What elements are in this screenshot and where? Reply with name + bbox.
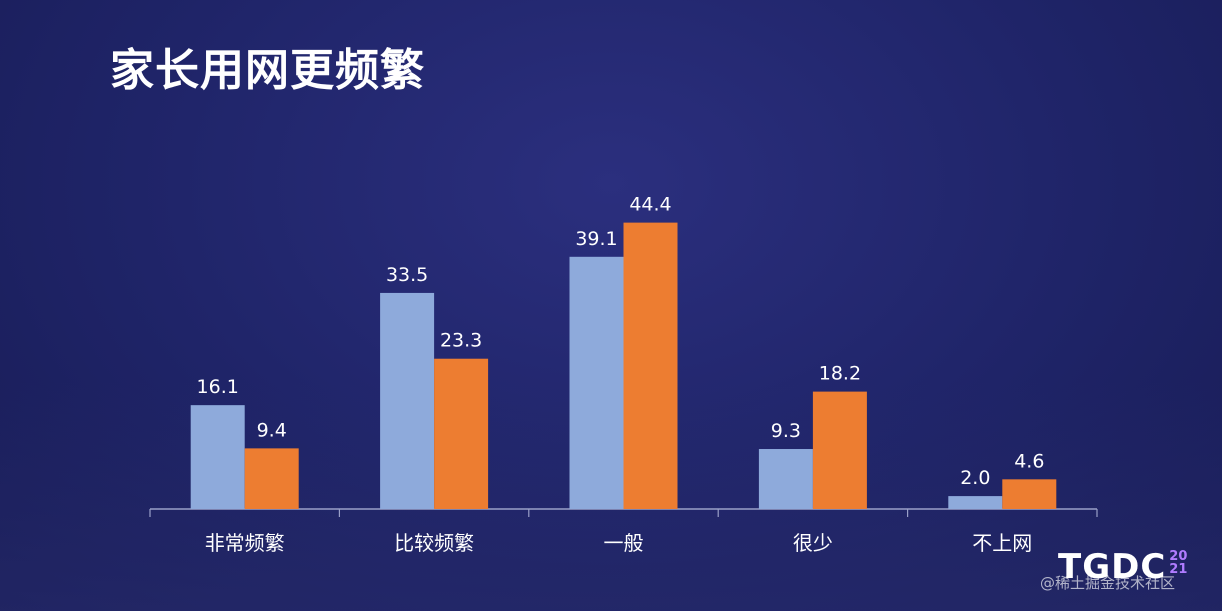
data-label-series2-1: 9.4 <box>257 419 287 441</box>
bar-series2-3 <box>623 222 678 509</box>
logo-year-top: 20 <box>1169 549 1188 564</box>
category-label-5: 不上网 <box>972 531 1032 555</box>
logo-year-bottom: 21 <box>1169 562 1188 577</box>
bar-series2-2 <box>434 358 489 509</box>
bar-series1-2 <box>380 292 435 509</box>
slide-title: 家长用网更频繁 <box>110 45 425 96</box>
data-label-series2-4: 18.2 <box>819 363 861 385</box>
bar-series2-4 <box>812 391 867 509</box>
watermark: @稀土掘金技术社区 <box>1040 574 1176 592</box>
data-label-series2-2: 23.3 <box>440 330 482 352</box>
tgdc-logo: TGDC 20 21 <box>1058 550 1187 584</box>
bar-series1-1 <box>190 405 245 509</box>
data-label-series2-3: 44.4 <box>629 194 671 216</box>
data-label-series1-1: 16.1 <box>197 376 239 398</box>
bar-series1-4 <box>758 449 813 509</box>
bar-series1-3 <box>569 256 624 509</box>
data-label-series2-5: 4.6 <box>1014 450 1044 472</box>
logo-text: TGDC <box>1058 547 1167 587</box>
category-label-1: 非常频繁 <box>205 531 285 555</box>
bar-series1-5 <box>948 496 1003 509</box>
data-label-series1-5: 2.0 <box>960 467 990 489</box>
logo-year: 20 21 <box>1169 550 1187 576</box>
data-label-series1-3: 39.1 <box>575 228 617 250</box>
category-label-4: 很少 <box>793 531 833 555</box>
category-label-2: 比较频繁 <box>394 531 474 555</box>
bar-series2-1 <box>244 448 299 509</box>
data-label-series1-2: 33.5 <box>386 264 428 286</box>
bar-series2-5 <box>1002 479 1057 509</box>
category-label-3: 一般 <box>604 531 644 555</box>
data-label-series1-4: 9.3 <box>771 420 801 442</box>
